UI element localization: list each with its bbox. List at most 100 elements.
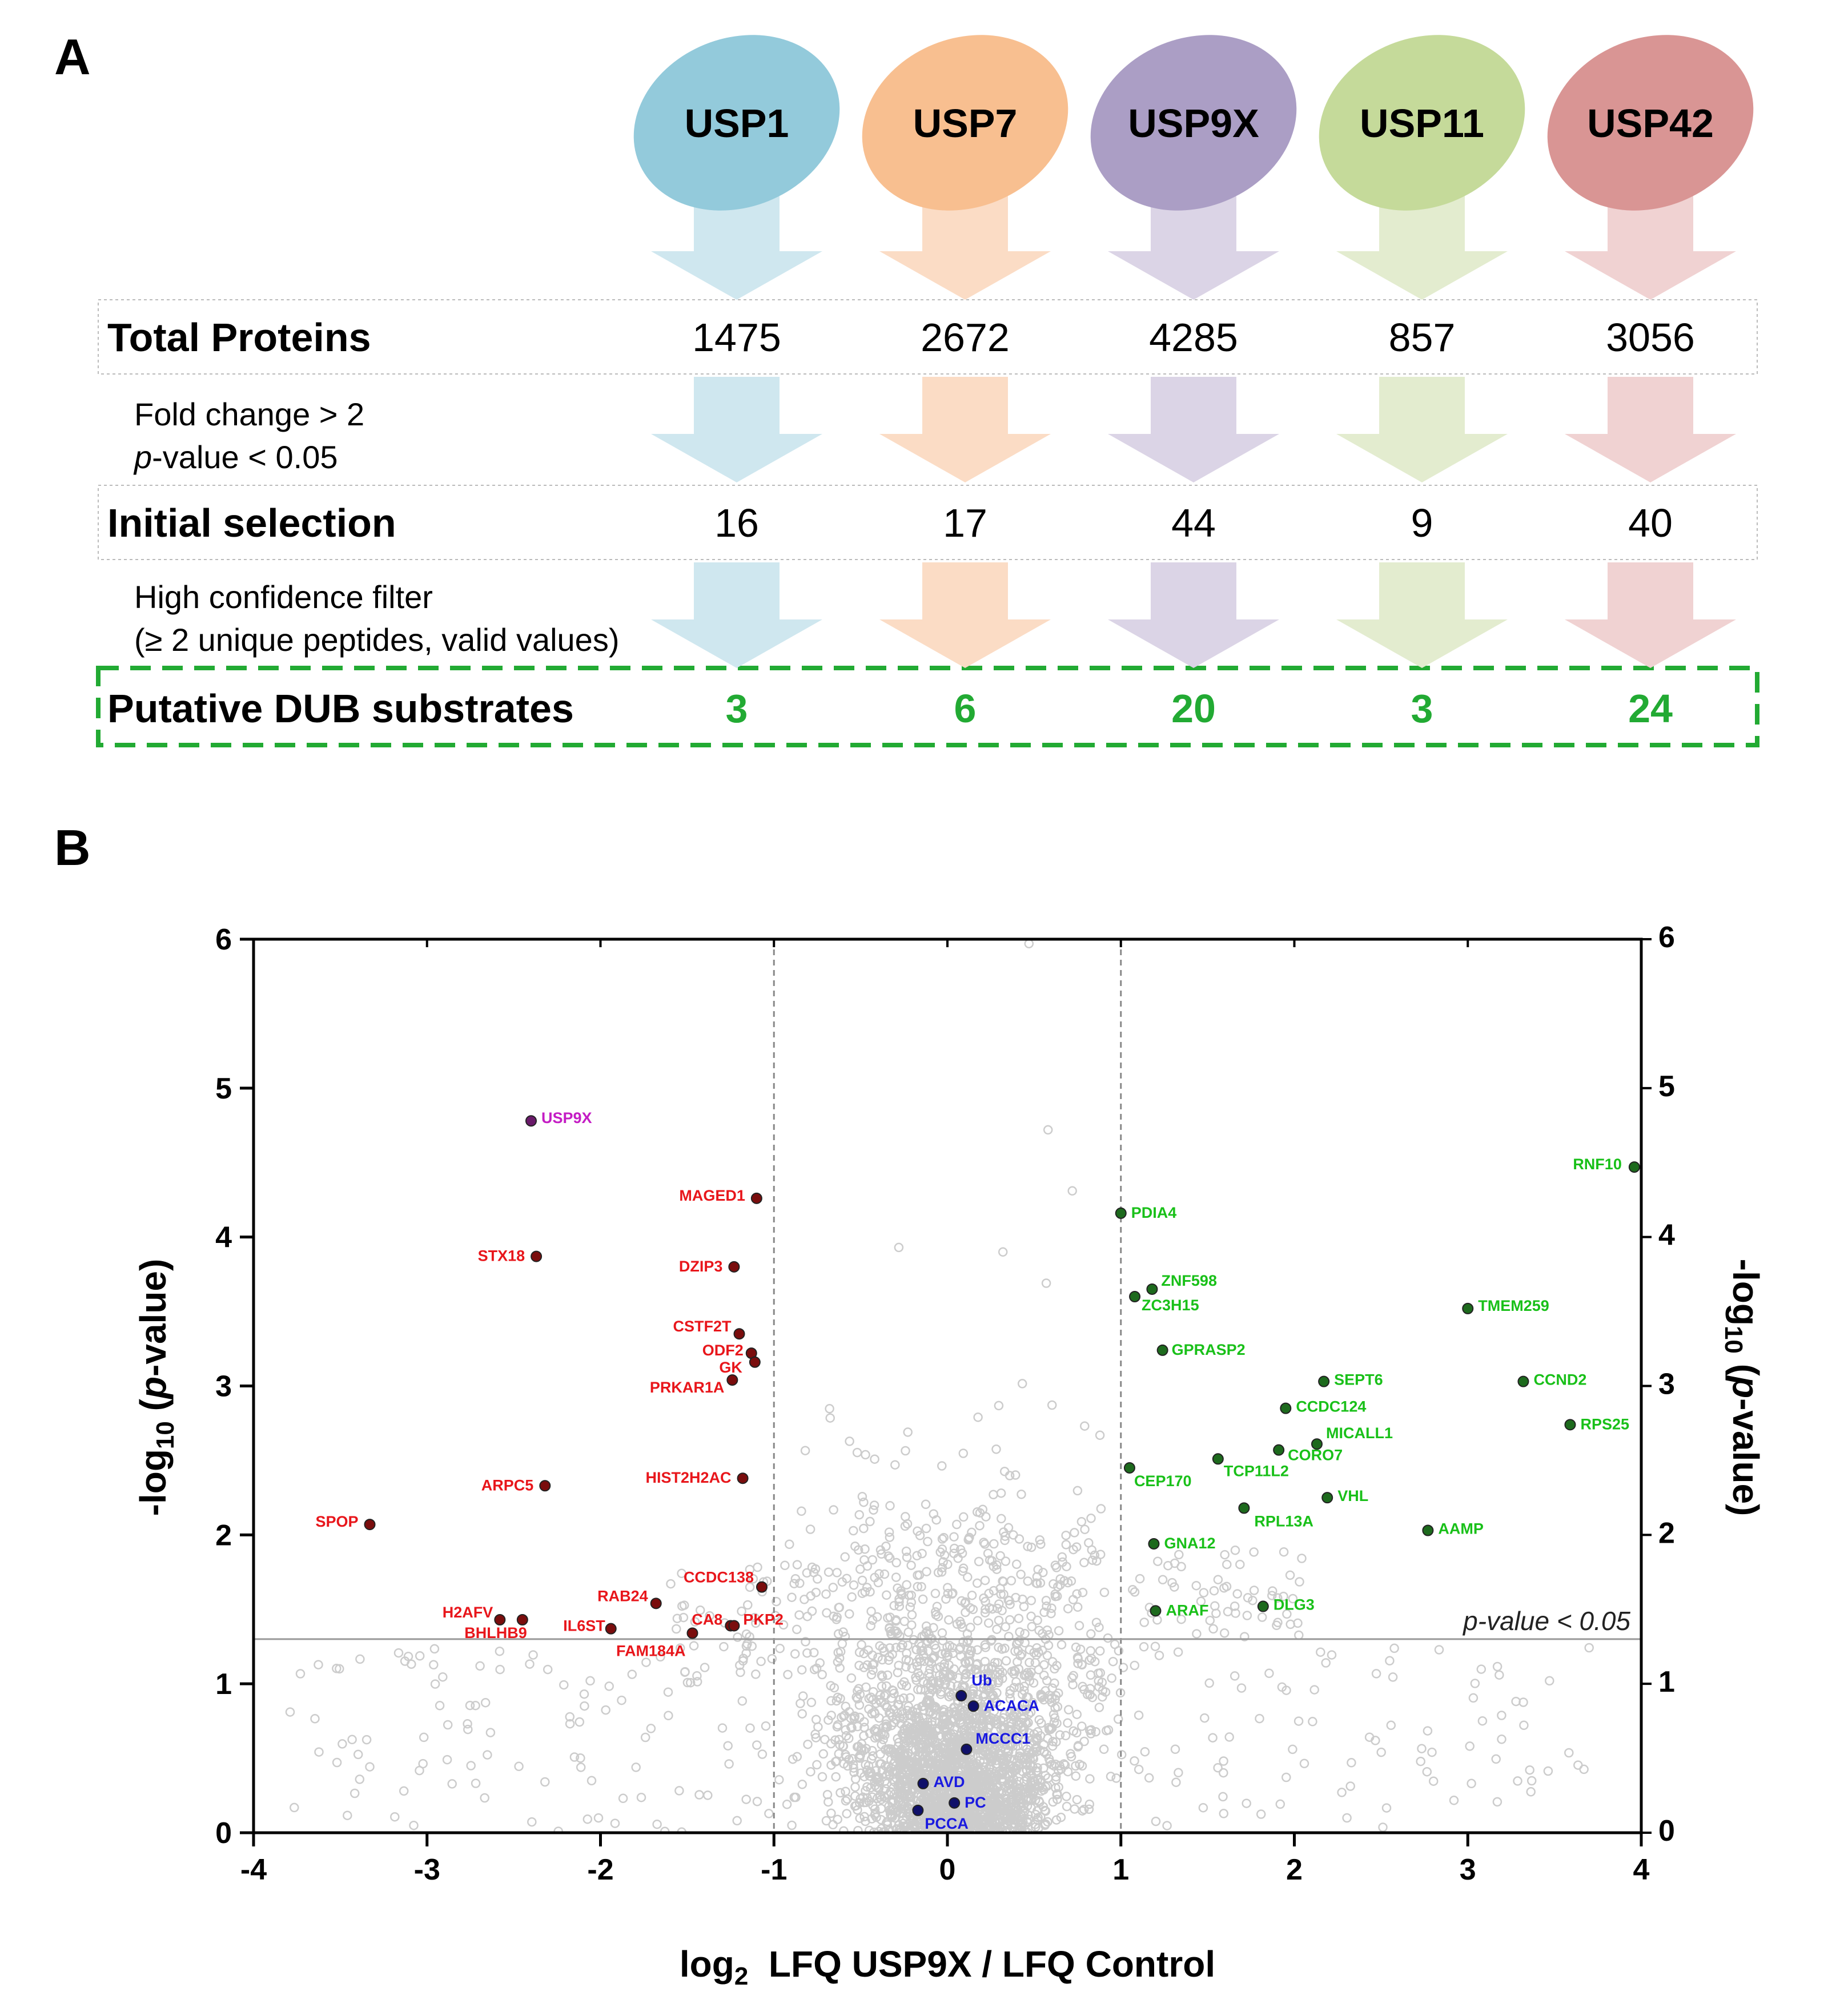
background-point (1526, 1787, 1536, 1797)
background-point (887, 1812, 897, 1822)
background-point (967, 1590, 977, 1600)
label-pdia4: PDIA4 (1131, 1204, 1177, 1221)
background-point (1492, 1661, 1502, 1672)
background-point (945, 1692, 954, 1702)
background-point (862, 1765, 873, 1775)
background-point (991, 1715, 1002, 1725)
background-point (1051, 1815, 1062, 1825)
background-point (1042, 1676, 1052, 1685)
background-point (1255, 1713, 1264, 1724)
y-tick-label: 5 (215, 1072, 232, 1105)
background-point (1095, 1646, 1105, 1656)
background-point (1525, 1765, 1534, 1775)
background-point (1070, 1528, 1079, 1538)
background-point (1050, 1713, 1060, 1723)
background-point (870, 1709, 880, 1719)
background-point (853, 1721, 862, 1732)
initial-selection-count: 17 (943, 501, 987, 545)
background-point (969, 1763, 979, 1773)
background-point (988, 1783, 998, 1793)
background-point (332, 1757, 342, 1768)
background-point (415, 1651, 425, 1661)
background-point (1005, 1615, 1015, 1625)
background-point (343, 1810, 352, 1820)
background-point (1035, 1745, 1045, 1755)
background-point (929, 1623, 938, 1633)
point-tcp11l2 (1212, 1453, 1224, 1465)
background-point (843, 1761, 853, 1771)
background-point (717, 1723, 728, 1733)
background-point (1017, 1379, 1027, 1389)
background-point (1468, 1693, 1479, 1703)
background-point (1111, 1773, 1121, 1783)
panel-a: A USP11475163USP72672176USP9X42854420USP… (54, 29, 1759, 747)
background-point (752, 1740, 762, 1750)
background-point (1223, 1607, 1233, 1617)
background-point (891, 1715, 901, 1725)
background-point (829, 1611, 838, 1621)
background-point (957, 1596, 967, 1606)
background-point (480, 1697, 491, 1708)
background-point (921, 1523, 931, 1534)
background-point (335, 1664, 344, 1674)
background-point (874, 1773, 884, 1783)
background-point (869, 1500, 879, 1510)
background-point (604, 1681, 614, 1691)
background-point (901, 1446, 910, 1456)
background-point (998, 1576, 1009, 1587)
flow-arrow (1565, 377, 1736, 482)
background-point (849, 1580, 859, 1590)
background-point (896, 1782, 906, 1792)
background-point (789, 1579, 799, 1588)
background-point (1059, 1576, 1069, 1586)
background-point (797, 1780, 807, 1789)
background-point (741, 1629, 752, 1639)
background-point (937, 1628, 947, 1638)
background-point (361, 1735, 372, 1745)
background-point (678, 1612, 689, 1623)
background-point (772, 1596, 781, 1607)
background-point (954, 1645, 964, 1655)
point-aamp (1422, 1524, 1434, 1536)
background-point (1191, 1580, 1202, 1591)
background-point (1321, 1658, 1331, 1668)
background-point (913, 1704, 922, 1713)
background-point (1282, 1609, 1292, 1619)
background-point (997, 1786, 1007, 1797)
label-pc: PC (965, 1794, 986, 1811)
background-point (1015, 1627, 1025, 1637)
background-point (1545, 1676, 1554, 1686)
background-point (1041, 1596, 1051, 1605)
background-point (1279, 1591, 1288, 1601)
background-point (933, 1745, 943, 1755)
background-point (1018, 1817, 1028, 1827)
background-point (1048, 1579, 1058, 1589)
point-il6st (605, 1623, 617, 1635)
background-point (975, 1508, 985, 1518)
background-point (1050, 1678, 1059, 1688)
flow-arrow (879, 188, 1051, 300)
background-point (966, 1623, 975, 1632)
flow-arrow (1336, 188, 1508, 300)
background-point (930, 1716, 940, 1727)
background-point (1256, 1809, 1266, 1819)
background-point (1218, 1792, 1228, 1802)
background-point (897, 1759, 906, 1769)
background-point (989, 1586, 999, 1596)
background-point (1113, 1714, 1123, 1724)
background-point (875, 1749, 885, 1759)
point-sept6 (1318, 1375, 1330, 1387)
background-point (1204, 1678, 1214, 1688)
background-point (1465, 1741, 1475, 1751)
background-point (1079, 1804, 1089, 1814)
background-point (946, 1764, 956, 1773)
background-point (867, 1709, 877, 1719)
background-point (992, 1697, 1002, 1707)
background-point (826, 1711, 836, 1720)
background-point (874, 1695, 884, 1705)
background-point (974, 1745, 983, 1755)
label-sept6: SEPT6 (1334, 1371, 1383, 1389)
label-bhlhb9: BHLHB9 (464, 1624, 527, 1641)
point-ub (955, 1690, 967, 1702)
background-point (935, 1662, 945, 1672)
